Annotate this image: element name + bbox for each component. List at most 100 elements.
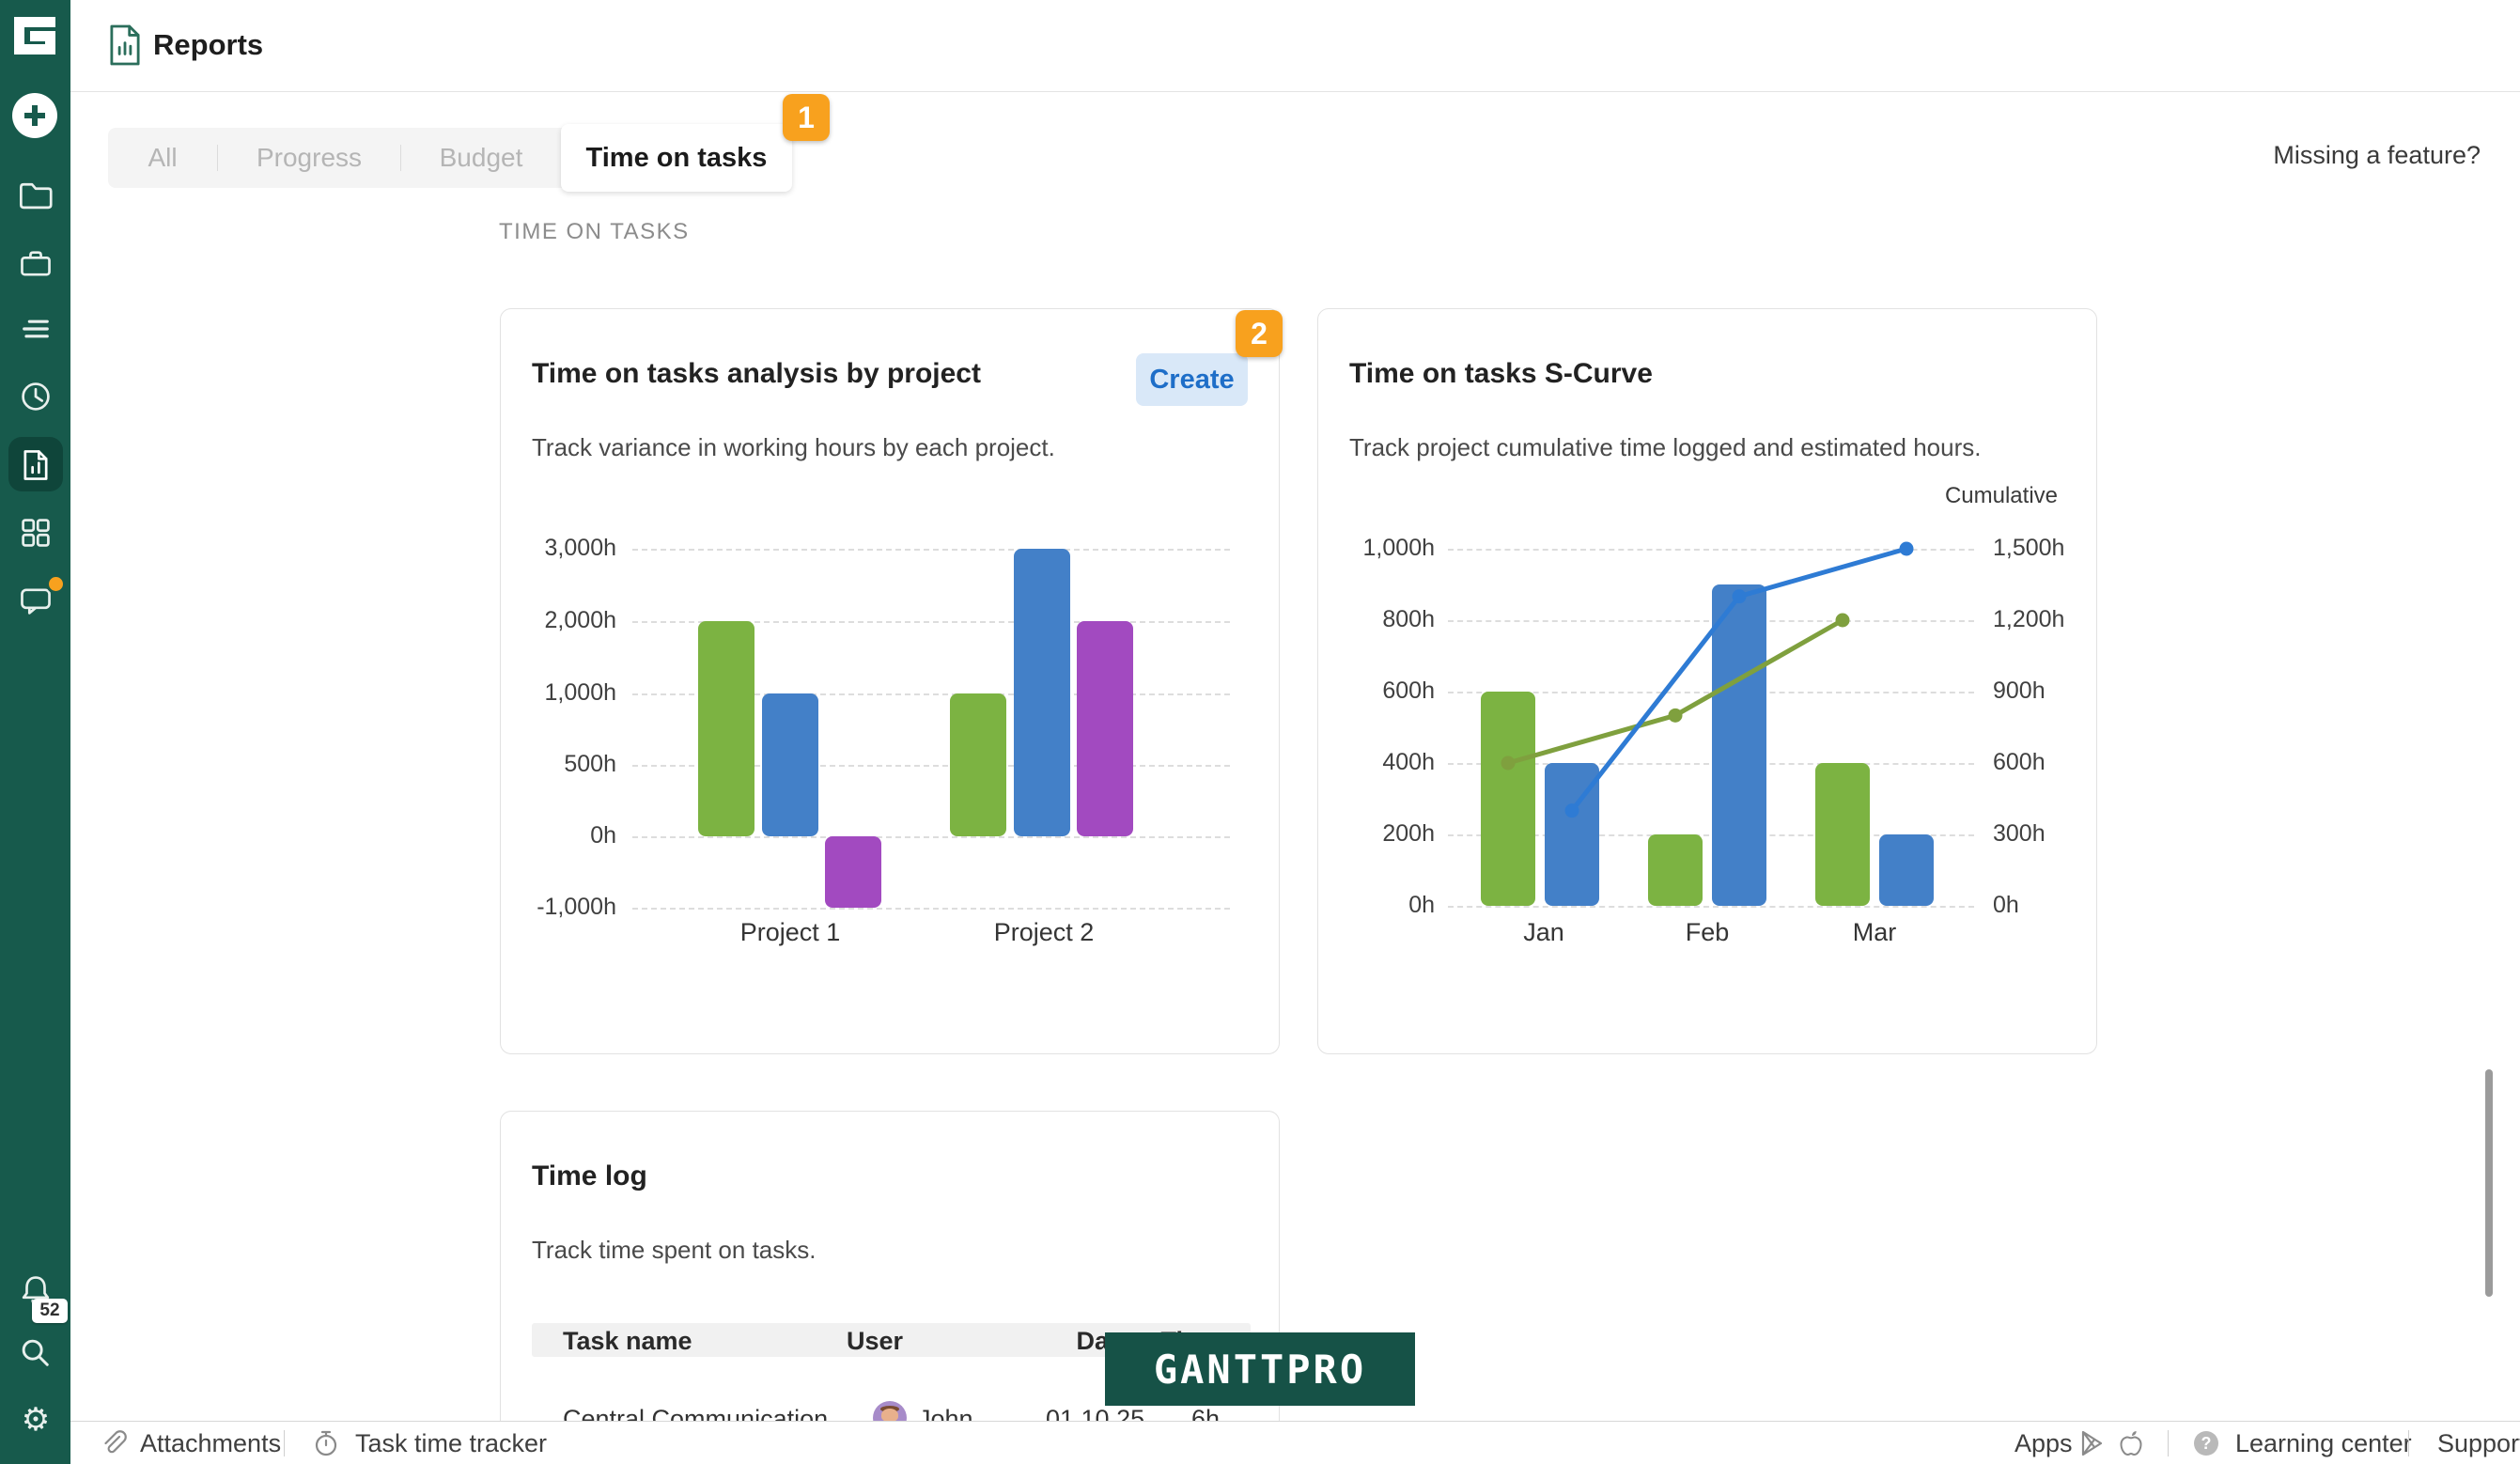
line-point-cumulative-estimated [1501, 755, 1516, 771]
footer-divider [284, 1430, 285, 1456]
gridline [1448, 834, 1974, 836]
gridline [632, 621, 1230, 623]
step-badge-2: 2 [1236, 310, 1283, 357]
reports-icon[interactable] [18, 447, 54, 483]
scurve-chart: 1,000h 800h 600h 400h 200h 0h 1,500h 1,200h 900h… [1318, 309, 2096, 1053]
card-subtitle: Track variance in working hours by each … [532, 433, 1055, 461]
gridline [632, 693, 1230, 695]
apps-label[interactable]: Apps [2014, 1429, 2073, 1457]
left-y-tick-label: 800h [1382, 606, 1435, 632]
y-tick-label: 2,000h [544, 607, 616, 633]
right-y-tick-label: 0h [1993, 892, 2019, 918]
column-user[interactable]: User [847, 1327, 904, 1355]
y-tick-label: 0h [590, 822, 616, 849]
briefcase-icon[interactable] [18, 246, 54, 282]
gridline [632, 765, 1230, 767]
line-cumulative-estimated [1507, 617, 1844, 766]
folder-icon[interactable] [18, 178, 54, 213]
sidebar: 52 ⚙ [0, 0, 70, 1464]
bar-blue-2 [1014, 549, 1070, 836]
learning-center-button[interactable]: Learning center [2235, 1429, 2412, 1457]
comments-icon[interactable] [18, 583, 54, 618]
gridline [1448, 763, 1974, 765]
tab-all[interactable]: All [148, 143, 178, 172]
avatar-face [881, 1409, 898, 1422]
integrations-grid-icon[interactable] [18, 515, 54, 551]
comments-notification-dot [46, 574, 66, 594]
right-y-tick-label: 600h [1993, 749, 2046, 775]
cumulative-axis-label: Cumulative [1944, 483, 2058, 508]
x-category-label: Feb [1685, 918, 1730, 946]
gridline [1448, 620, 1974, 622]
line-point-cumulative-logged [1564, 803, 1579, 818]
gridline [1448, 692, 1974, 693]
settings-gear-icon[interactable]: ⚙ [21, 1402, 51, 1438]
help-question-icon[interactable]: ? [2191, 1428, 2221, 1463]
y-tick-label: 1,000h [544, 679, 616, 706]
gridline [632, 836, 1230, 838]
attachments-button[interactable]: Attachments [140, 1429, 282, 1457]
apple-icon[interactable] [2116, 1428, 2146, 1463]
y-tick-label: 500h [564, 751, 616, 777]
card-subtitle: Track time spent on tasks. [532, 1236, 817, 1264]
ganttpro-logo-icon[interactable] [8, 9, 61, 67]
gridline [632, 549, 1230, 551]
task-time-tracker-button[interactable]: Task time tracker [355, 1429, 548, 1457]
card-subtitle: Track project cumulative time logged and… [1349, 433, 1982, 461]
bar-estimated-hours-mar [1815, 763, 1870, 906]
x-category-label: Mar [1852, 918, 1897, 946]
right-y-tick-label: 1,200h [1993, 606, 2065, 632]
task-list-icon[interactable] [18, 311, 54, 347]
line-point-cumulative-estimated [1835, 613, 1850, 628]
reports-active-background [8, 437, 63, 491]
step-badge-1: 1 [783, 94, 830, 141]
tab-budget[interactable]: Budget [439, 143, 523, 172]
x-category-label: Jan [1523, 918, 1564, 946]
paperclip-icon [99, 1428, 129, 1463]
bar-estimated-hours-jan [1481, 692, 1535, 906]
card-time-on-tasks-analysis: Time on tasks analysis by project Create… [500, 308, 1280, 1054]
bar-green-2 [950, 693, 1006, 836]
line-point-cumulative-estimated [1668, 708, 1683, 723]
cumulative-lines [1501, 541, 1914, 818]
x-category-label: Project 1 [739, 918, 841, 946]
missing-feature-link[interactable]: Missing a feature? [2273, 141, 2481, 169]
footer-bar: Attachments Task time tracker Apps ? [70, 1421, 2520, 1464]
column-task-name[interactable]: Task name [563, 1327, 692, 1355]
bar-estimated-hours-feb [1648, 834, 1703, 906]
line-point-cumulative-logged [1732, 589, 1747, 604]
tab-divider [217, 145, 218, 171]
right-y-tick-label: 1,500h [1993, 535, 2065, 561]
bar-blue-1 [762, 693, 818, 836]
vertical-scrollbar-thumb[interactable] [2485, 1069, 2493, 1297]
line-cumulative-logged [1570, 546, 1907, 813]
left-y-tick-label: 200h [1382, 820, 1435, 847]
right-y-tick-label: 900h [1993, 677, 2046, 704]
tab-time-on-tasks[interactable]: Time on tasks [561, 124, 792, 192]
section-label: TIME ON TASKS [499, 219, 690, 244]
add-button[interactable] [12, 93, 57, 138]
bar-logged-hours-feb [1712, 584, 1766, 906]
bar-logged-hours-mar [1879, 834, 1934, 906]
tab-progress[interactable]: Progress [256, 143, 363, 172]
page-title: Reports [153, 28, 264, 61]
left-y-tick-label: 600h [1382, 677, 1435, 704]
card-title: Time on tasks analysis by project [532, 358, 981, 389]
time-tracking-icon[interactable] [18, 379, 54, 414]
left-y-tick-label: 400h [1382, 749, 1435, 775]
bar-purple-1 [825, 836, 881, 908]
card-title: Time log [532, 1160, 647, 1191]
bar-logged-hours-jan [1545, 763, 1599, 906]
left-y-tick-label: 1,000h [1362, 535, 1435, 561]
gridline [632, 908, 1230, 910]
support-button[interactable]: Support [2437, 1429, 2520, 1457]
create-report-button[interactable]: Create [1136, 353, 1248, 406]
reports-doc-icon [106, 23, 144, 72]
left-y-tick-label: 0h [1408, 892, 1435, 918]
google-play-icon[interactable] [2077, 1428, 2107, 1463]
bar-green-1 [698, 621, 754, 836]
y-tick-label: 3,000h [544, 535, 616, 561]
stopwatch-icon [311, 1428, 341, 1463]
search-icon[interactable] [18, 1335, 54, 1371]
card-time-on-tasks-scurve: Time on tasks S-Curve Track project cumu… [1317, 308, 2097, 1054]
